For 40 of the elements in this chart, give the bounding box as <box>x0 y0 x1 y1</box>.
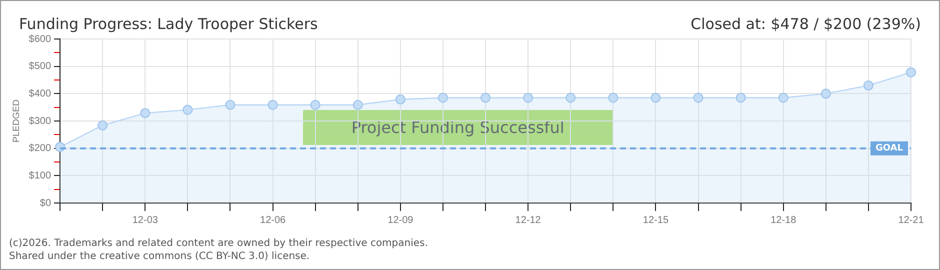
y-tick-label: $500 <box>28 61 52 72</box>
text: (c)2026. Trademarks and related content are owned by their respective companies. <box>9 238 428 249</box>
x-tick-label: 12-15 <box>642 214 669 226</box>
ref-line-label: GOAL <box>876 144 904 154</box>
point <box>438 92 448 103</box>
point <box>395 94 406 104</box>
point <box>480 92 491 103</box>
text: Shared under the creative commons (CC BY-NC 3.0) license. <box>9 251 310 262</box>
point <box>736 92 746 103</box>
y-axis-title: PLEDGED <box>10 98 21 143</box>
point <box>608 92 618 103</box>
point <box>566 92 576 103</box>
point <box>906 67 916 78</box>
x-tick-label: 12-18 <box>770 214 797 226</box>
point <box>863 80 874 90</box>
y-tick-label: $400 <box>28 88 52 100</box>
point <box>182 104 193 115</box>
y-tick-label: $0 <box>40 198 52 209</box>
y-tick-label: $200 <box>28 143 52 154</box>
point <box>352 100 363 110</box>
point <box>693 92 704 103</box>
point <box>268 100 278 110</box>
point <box>140 108 150 118</box>
point <box>820 88 831 99</box>
x-tick-label: 12-21 <box>898 214 924 226</box>
point <box>778 92 788 103</box>
point <box>310 100 320 110</box>
x-tick-label: 12-06 <box>260 214 286 226</box>
point <box>98 120 108 130</box>
y-tick-label: $300 <box>28 116 52 127</box>
y-tick-label: $600 <box>28 34 52 45</box>
x-tick-label: 12-12 <box>515 214 542 226</box>
chart-title: Funding Progress: Lady Trooper Stickers <box>19 15 318 33</box>
chart-subtitle: Closed at: $478 / $200 (239%) <box>690 15 921 33</box>
y-tick-label: $100 <box>28 170 52 182</box>
point <box>523 92 534 103</box>
point <box>650 92 661 103</box>
x-tick-label: 12-03 <box>132 214 158 226</box>
point <box>225 100 236 110</box>
x-tick-label: 12-09 <box>388 214 414 226</box>
